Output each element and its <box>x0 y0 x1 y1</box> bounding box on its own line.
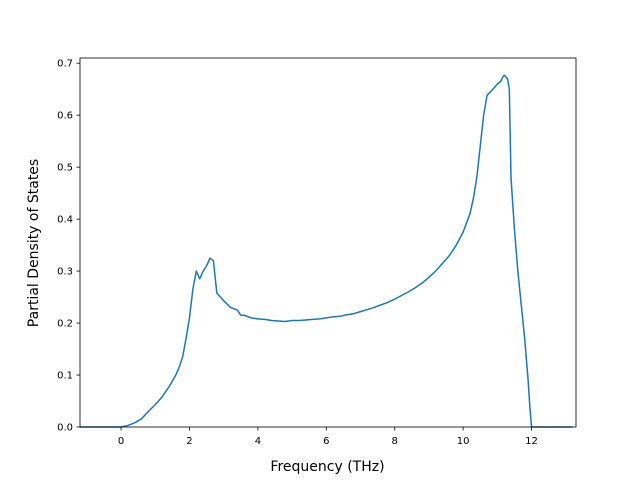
y-tick-label: 0.1 <box>57 371 73 382</box>
x-tick-label: 12 <box>525 436 538 447</box>
x-axis-label: Frequency (THz) <box>270 459 384 475</box>
plot-frame <box>79 57 577 428</box>
y-tick-label: 0.6 <box>57 111 73 122</box>
y-tick-label: 0.0 <box>57 423 73 434</box>
y-tick-label: 0.4 <box>57 215 73 226</box>
y-tick-label: 0.2 <box>57 319 73 330</box>
x-tick-label: 4 <box>255 436 261 447</box>
series-line-0 <box>80 74 573 428</box>
x-tick-label: 0 <box>118 436 124 447</box>
x-tick-label: 2 <box>186 436 192 447</box>
x-tick-label: 10 <box>457 436 470 447</box>
y-tick-label: 0.5 <box>57 163 73 174</box>
y-tick-label: 0.7 <box>57 59 73 70</box>
x-tick-label: 8 <box>392 436 398 447</box>
y-axis-label: Partial Density of States <box>26 159 42 327</box>
y-tick-label: 0.3 <box>57 267 73 278</box>
x-tick-label: 6 <box>323 436 329 447</box>
plot-area: 0 2 4 6 8 10 12 0.0 0.1 0.2 0.3 0.4 0.5 0.6 0.7 <box>57 57 577 447</box>
